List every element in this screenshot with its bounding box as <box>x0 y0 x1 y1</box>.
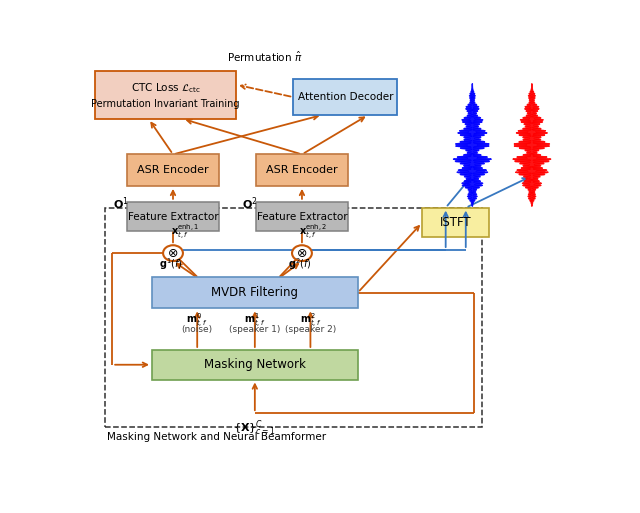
Text: (speaker 1): (speaker 1) <box>229 325 280 334</box>
Text: $\mathbf{m}_{t,f}^1$: $\mathbf{m}_{t,f}^1$ <box>244 312 266 330</box>
Text: Permutation $\hat{\pi}$: Permutation $\hat{\pi}$ <box>227 49 303 64</box>
Text: $\mathbf{g}^2(f)$: $\mathbf{g}^2(f)$ <box>288 256 312 272</box>
Text: Feature Extractor: Feature Extractor <box>257 211 348 222</box>
Text: $\mathbf{O}^2$: $\mathbf{O}^2$ <box>243 196 258 212</box>
FancyBboxPatch shape <box>152 350 358 380</box>
Text: $\otimes$: $\otimes$ <box>296 247 308 260</box>
Text: (noise): (noise) <box>182 325 212 334</box>
Text: $\{\mathbf{X}\}_{c=1}^C$: $\{\mathbf{X}\}_{c=1}^C$ <box>234 418 276 438</box>
Text: MVDR Filtering: MVDR Filtering <box>211 286 298 299</box>
Text: Permutation Invariant Training: Permutation Invariant Training <box>92 99 240 109</box>
Text: Attention Decoder: Attention Decoder <box>298 92 393 102</box>
Text: $\mathbf{m}_{t,f}^2$: $\mathbf{m}_{t,f}^2$ <box>300 312 321 330</box>
Circle shape <box>163 245 183 261</box>
FancyBboxPatch shape <box>127 154 219 186</box>
FancyBboxPatch shape <box>256 154 348 186</box>
FancyBboxPatch shape <box>127 202 219 231</box>
Text: $\mathbf{x}_{t,f}^{\mathrm{enh},1}$: $\mathbf{x}_{t,f}^{\mathrm{enh},1}$ <box>170 223 199 241</box>
Circle shape <box>292 245 312 261</box>
FancyBboxPatch shape <box>256 202 348 231</box>
FancyBboxPatch shape <box>422 208 489 238</box>
Text: ASR Encoder: ASR Encoder <box>137 165 209 175</box>
FancyBboxPatch shape <box>293 80 397 115</box>
Text: ISTFT: ISTFT <box>440 216 472 229</box>
FancyBboxPatch shape <box>95 71 236 119</box>
Text: $\mathbf{x}_{t,f}^{\mathrm{enh},2}$: $\mathbf{x}_{t,f}^{\mathrm{enh},2}$ <box>300 223 328 241</box>
Text: Masking Network: Masking Network <box>204 358 306 371</box>
Text: $\mathbf{g}^1(f)$: $\mathbf{g}^1(f)$ <box>159 256 183 272</box>
Text: CTC Loss $\mathcal{L}_{\mathrm{ctc}}$: CTC Loss $\mathcal{L}_{\mathrm{ctc}}$ <box>131 81 200 95</box>
FancyBboxPatch shape <box>152 277 358 308</box>
Text: (speaker 2): (speaker 2) <box>285 325 336 334</box>
Text: Feature Extractor: Feature Extractor <box>128 211 218 222</box>
Text: Masking Network and Neural Beamformer: Masking Network and Neural Beamformer <box>108 432 326 442</box>
Text: $\mathbf{O}^1$: $\mathbf{O}^1$ <box>113 196 129 212</box>
Text: $\mathbf{m}_{t,f}^0$: $\mathbf{m}_{t,f}^0$ <box>186 312 208 330</box>
Text: $\otimes$: $\otimes$ <box>167 247 179 260</box>
Text: ASR Encoder: ASR Encoder <box>266 165 338 175</box>
